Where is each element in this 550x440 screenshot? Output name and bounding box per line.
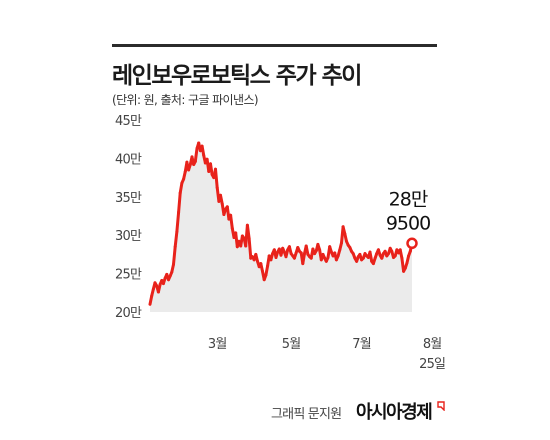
price-line-segment [173, 229, 179, 249]
y-tick-label: 20만 [115, 306, 142, 321]
x-tick-label: 5월 [282, 337, 301, 352]
price-line [148, 141, 414, 306]
y-tick-label: 30만 [115, 229, 142, 244]
last-price-label-line-1: 28만 [389, 188, 428, 210]
x-tick-label: 3월 [208, 337, 227, 352]
last-price-label-line-2: 9500 [386, 212, 430, 234]
price-line-segment [368, 250, 374, 263]
y-tick-label: 40만 [115, 152, 142, 167]
x-tick-sublabel: 25일 [419, 357, 445, 372]
credit-graphic-author: 그래픽 문지원 [271, 407, 342, 422]
price-line-segment [301, 252, 306, 266]
x-tick-label: 7월 [352, 337, 371, 352]
price-line-segment [264, 264, 270, 277]
publisher-logo-mark-icon [437, 401, 445, 411]
y-tick-label: 25만 [115, 268, 142, 283]
price-line-segment [214, 167, 219, 190]
price-line-segment [172, 245, 177, 266]
price-line-segment [193, 146, 199, 163]
price-line-segment [178, 181, 184, 195]
price-line-segment [229, 213, 234, 230]
publisher-logo: 아시아경제 [356, 402, 433, 423]
price-line-segment [200, 144, 206, 157]
price-line-segment [175, 210, 181, 233]
y-tick-label: 35만 [115, 191, 142, 206]
chart-subtitle: (단위: 원, 출처: 구글 파이낸스) [112, 93, 259, 107]
x-tick-label: 8월 [423, 337, 442, 352]
last-price-marker [406, 237, 418, 250]
price-line-segment [209, 162, 214, 176]
price-line-segment [177, 191, 182, 214]
chart-title: 레인보우로보틱스 주가 추이 [112, 63, 362, 89]
top-rule [112, 44, 437, 47]
y-tick-label: 45만 [115, 114, 142, 129]
price-line-segment [247, 236, 253, 260]
y-axis: 45만 40만 35만 30만 25만 20만 [115, 114, 143, 321]
price-line-segment [245, 223, 251, 240]
x-axis: 3월 5월 7월 8월 25일 [208, 337, 446, 372]
